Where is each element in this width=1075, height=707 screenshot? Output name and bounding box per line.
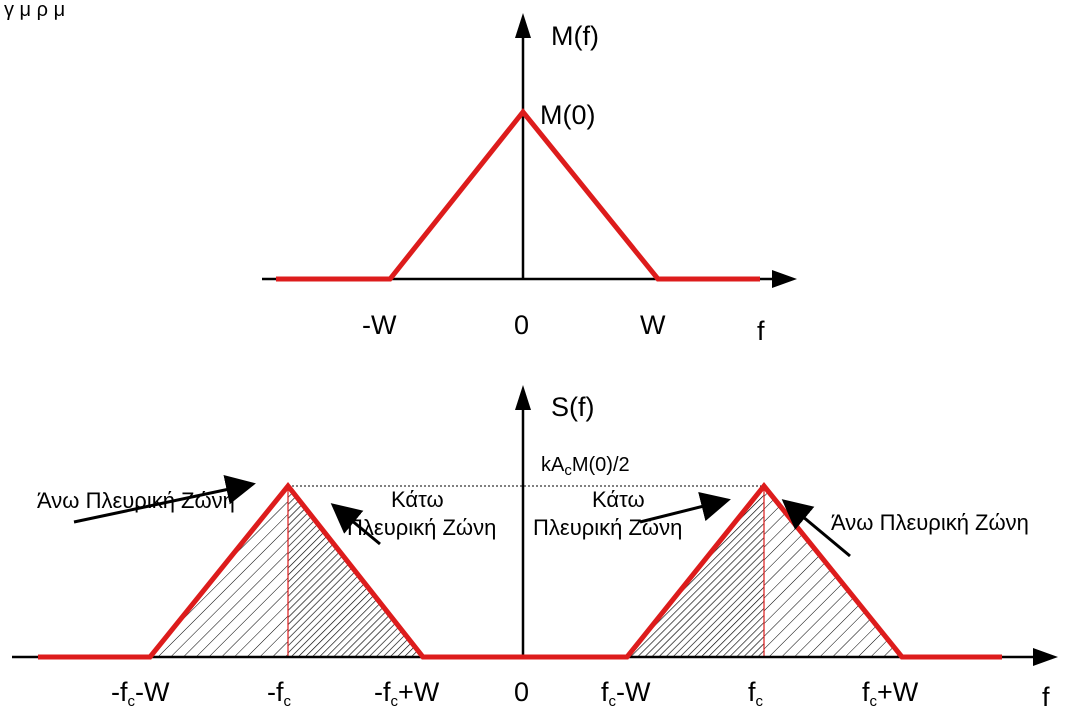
top-plot: M(f) M(0) -W 0 W f — [262, 13, 797, 346]
message-spectrum-trace — [276, 108, 760, 282]
bottom-y-axis-arrowhead — [515, 385, 531, 410]
left-usb-arrow — [73, 474, 256, 524]
left-lsb-label-line1: Κάτω — [391, 487, 444, 512]
right-usb-label: Άνω Πλευρική Ζώνη — [831, 510, 1029, 535]
bottom-y-label: S(f) — [551, 392, 595, 422]
left-lsb-arrow — [330, 503, 381, 546]
tick-label-fc-plus-w: fc+W — [862, 677, 919, 707]
tick-label-bottom-zero: 0 — [514, 677, 529, 707]
top-x-label: f — [757, 316, 765, 346]
left-usb-label: Άνω Πλευρική Ζώνη — [37, 488, 235, 513]
tick-label-neg-w: -W — [362, 310, 397, 340]
top-y-axis-arrowhead — [515, 13, 531, 38]
tick-label-neg-fc-plus-w: -fc+W — [374, 677, 440, 707]
bottom-x-axis-arrowhead — [1033, 648, 1058, 666]
tick-label-fc: fc — [748, 677, 764, 707]
bottom-x-label: f — [1042, 682, 1050, 707]
top-peak-label: M(0) — [540, 100, 596, 130]
bottom-peak-label: kAcM(0)/2 — [541, 454, 630, 479]
right-lsb-label-line1: Κάτω — [592, 487, 645, 512]
tick-label-neg-fc: -fc — [267, 677, 292, 707]
top-caption: γ μ ρ μ — [4, 0, 65, 21]
bottom-plot: S(f) kAcM(0)/2 f -fc-W -fc -fc+W 0 fc-W … — [12, 385, 1058, 707]
modulated-spectrum-trace — [38, 481, 1002, 660]
tick-label-zero: 0 — [514, 310, 529, 340]
right-lsb-arrow — [639, 491, 731, 524]
left-lsb-label-line2: Πλευρική Ζώνη — [347, 515, 496, 540]
right-usb-arrow — [781, 499, 851, 558]
right-lsb-label-line2: Πλευρική Ζώνη — [533, 515, 682, 540]
top-y-label: M(f) — [551, 21, 599, 51]
top-x-axis-arrowhead — [772, 270, 797, 288]
tick-label-pos-w: W — [640, 310, 666, 340]
tick-label-fc-minus-w: fc-W — [601, 677, 651, 707]
tick-label-neg-fc-minus-w: -fc-W — [111, 677, 170, 707]
